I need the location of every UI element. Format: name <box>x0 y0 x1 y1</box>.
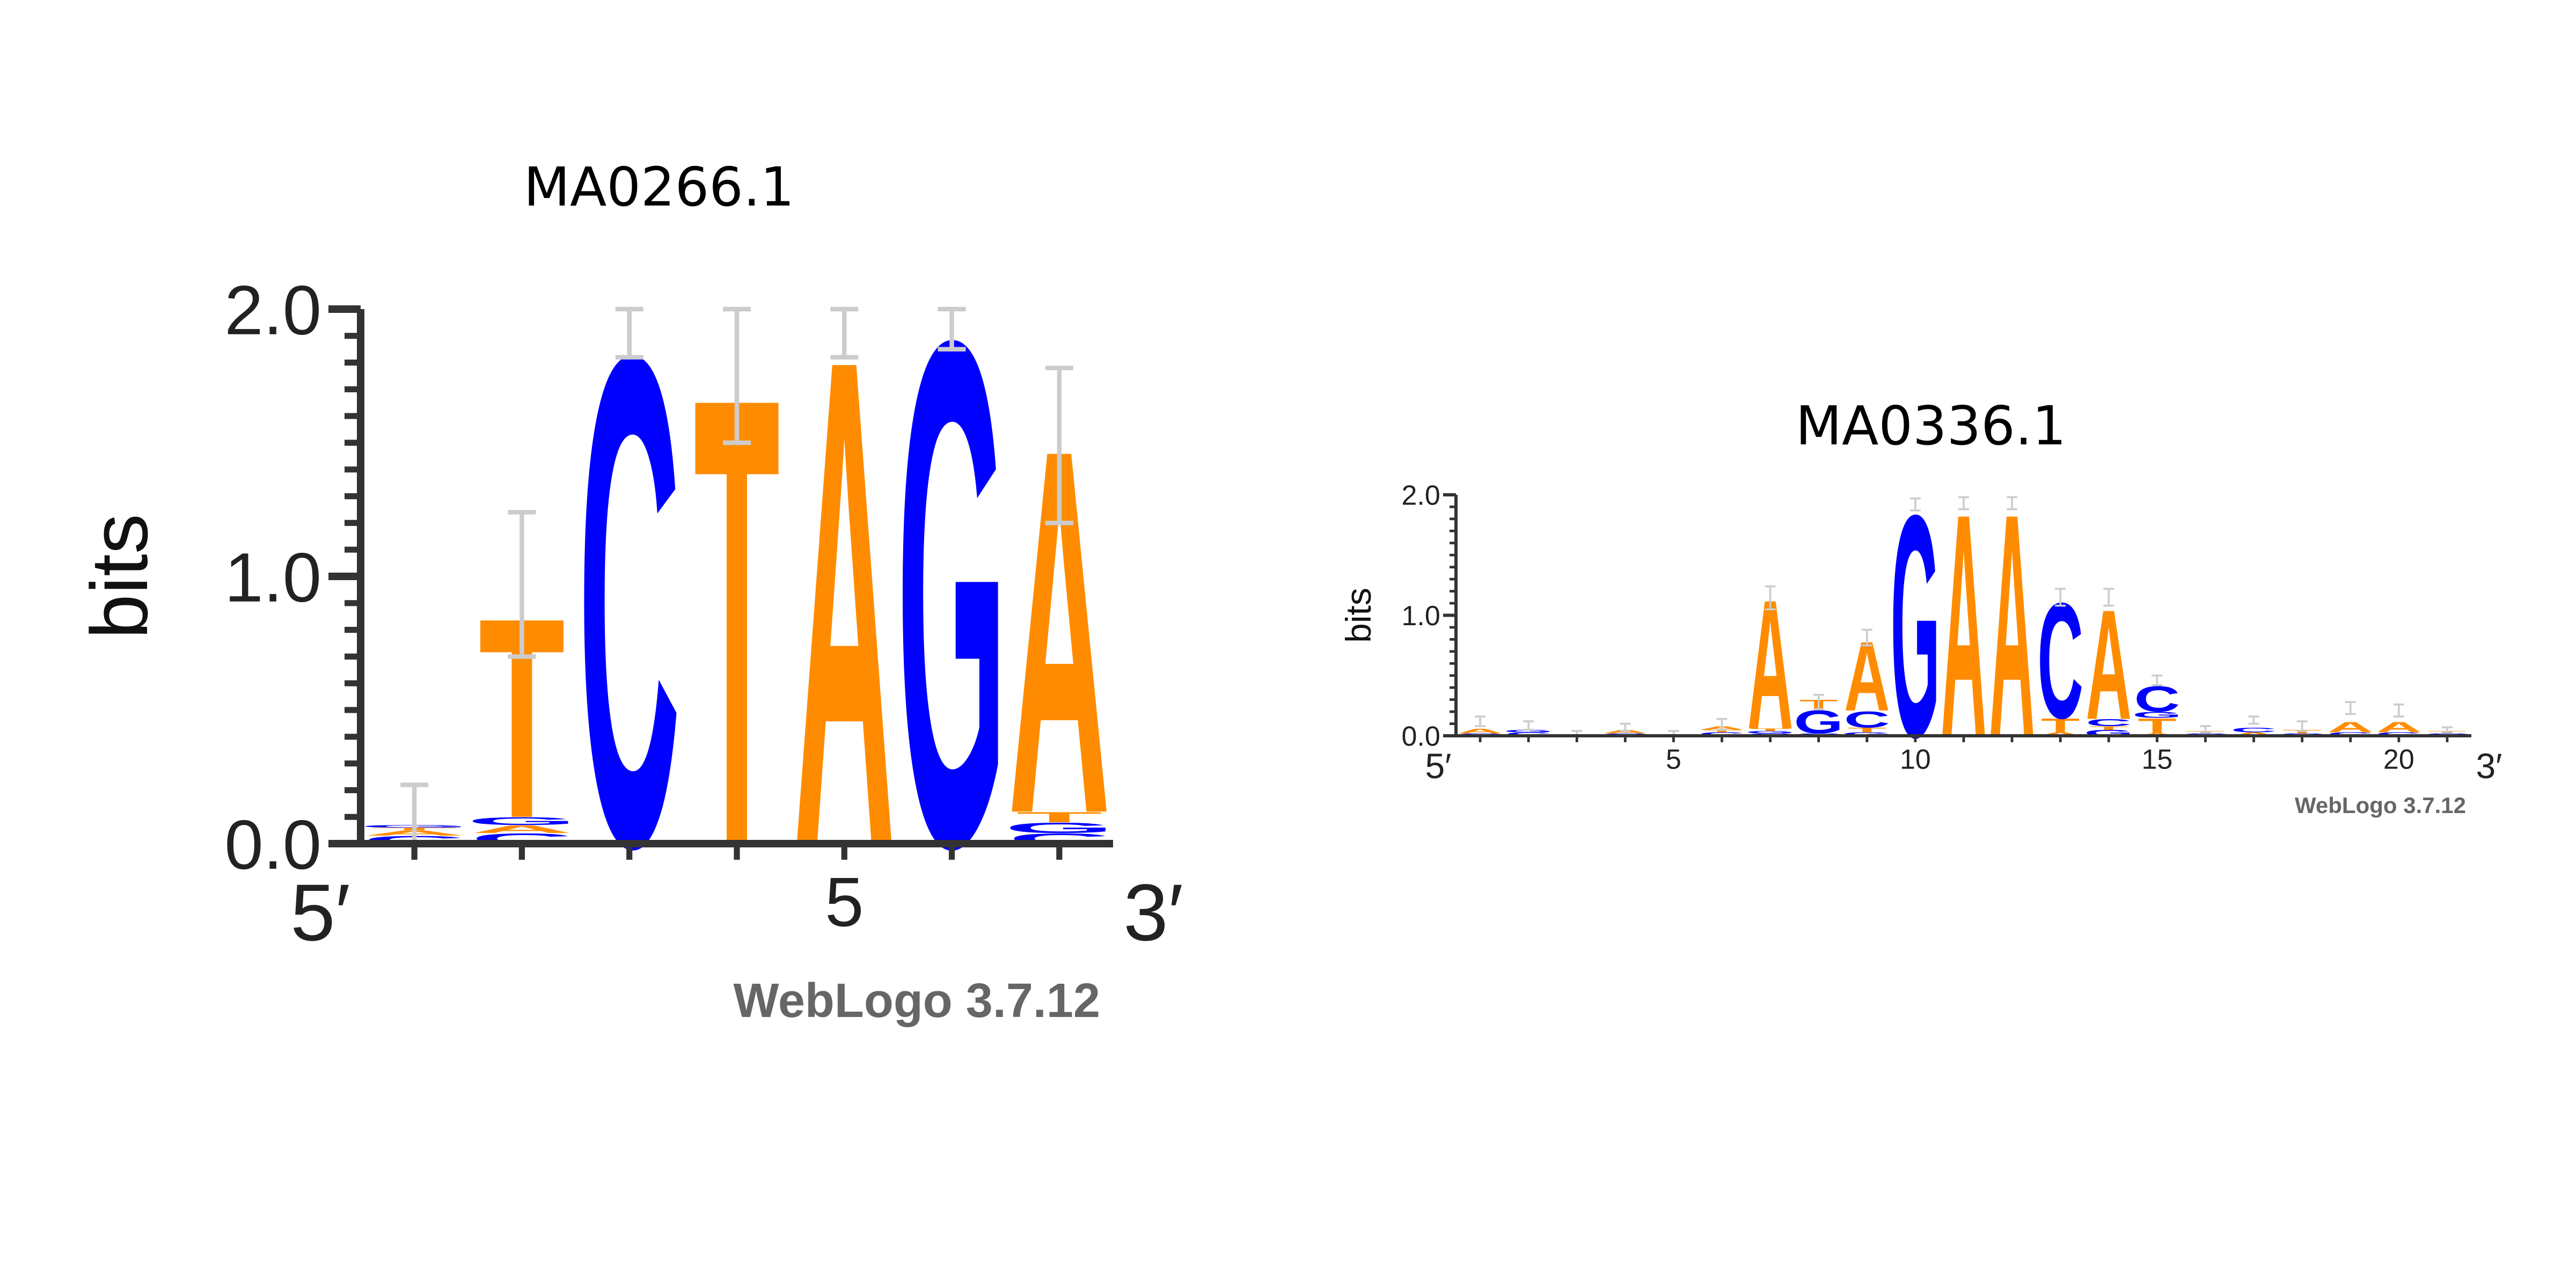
error-bar <box>723 306 751 445</box>
logo-letter-T: T <box>2089 725 2128 730</box>
logo-letter-G: G <box>1004 819 1114 836</box>
x-end-label-3prime: 3′ <box>2476 746 2502 786</box>
error-bar <box>2248 715 2259 725</box>
logo-letter-C: C <box>2328 731 2374 737</box>
logo-letter-C: C <box>2231 726 2277 734</box>
error-bar <box>2296 720 2308 732</box>
logo-letter-A: A <box>2328 719 2374 735</box>
weblogo-credit: WebLogo 3.7.12 <box>2295 793 2466 818</box>
logo-letter-A: A <box>471 823 573 836</box>
error-bar <box>1909 497 1921 511</box>
y-tick-label: 0.0 <box>224 806 321 884</box>
error-bar <box>1045 365 1073 525</box>
logo-letter-A: A <box>2086 577 2132 752</box>
logo-letter-A: A <box>2376 719 2422 735</box>
error-bar <box>1765 585 1776 611</box>
logo-letter-G: G <box>1504 729 1553 733</box>
y-tick-label: 0.0 <box>1402 721 1440 752</box>
weblogo-credit: WebLogo 3.7.12 <box>734 974 1100 1028</box>
error-bar <box>1475 715 1486 727</box>
error-bar <box>2200 725 2211 734</box>
x-end-label-5prime: 5′ <box>1425 746 1451 786</box>
error-bar <box>2345 701 2356 715</box>
logo-letter-T: T <box>1848 726 1886 734</box>
error-bar <box>2151 674 2163 686</box>
logo-letter-T: T <box>1016 809 1102 825</box>
y-tick-label: 1.0 <box>224 538 321 617</box>
y-axis-label: bits <box>1338 588 1378 643</box>
logo-letter-C: C <box>2086 717 2132 728</box>
logo-letter-A: A <box>2037 731 2083 737</box>
logo-letter-C: C <box>2376 731 2421 737</box>
error-bar <box>2103 588 2114 607</box>
error-bar <box>1716 718 1728 731</box>
x-tick-label: 5 <box>825 863 863 941</box>
error-bar <box>938 306 966 352</box>
logo-letter-G: G <box>1842 731 1892 737</box>
error-bar <box>1958 496 1969 510</box>
logo-letter-G: G <box>467 815 577 828</box>
logo-letter-C: C <box>1505 731 1551 737</box>
error-bar <box>1813 693 1824 711</box>
logo-letter-A: A <box>1457 727 1503 735</box>
x-tick-label: 20 <box>2383 744 2414 775</box>
error-bar <box>508 510 536 659</box>
x-tick-label: 5 <box>1666 744 1681 775</box>
y-tick-label: 2.0 <box>1402 480 1440 511</box>
logo-letter-T: T <box>2138 714 2176 738</box>
logo-2-title: MA0336.1 <box>1795 394 2067 457</box>
logo-letter-C: C <box>1844 706 1890 732</box>
logo-letter-T: T <box>2041 714 2080 736</box>
x-end-label-5prime: 5′ <box>290 867 350 957</box>
x-tick-label: 10 <box>1900 744 1931 775</box>
error-bar <box>2393 703 2404 718</box>
y-tick-label: 1.0 <box>1402 601 1440 632</box>
error-bar <box>615 306 643 360</box>
error-bar <box>1620 722 1631 732</box>
error-bar <box>2007 496 2018 510</box>
y-axis-label: bits <box>74 514 164 639</box>
error-bar <box>830 306 859 360</box>
error-bar <box>2055 588 2066 607</box>
logo-letter-G: G <box>1746 730 1795 734</box>
x-end-label-3prime: 3′ <box>1123 867 1183 957</box>
error-bar <box>1861 628 1872 647</box>
logo-1-title: MA0266.1 <box>523 156 795 218</box>
error-bar <box>1523 720 1534 731</box>
error-bar <box>2441 726 2453 734</box>
y-tick-label: 2.0 <box>224 271 321 349</box>
logo-letter-C: C <box>1699 731 1745 737</box>
logo-letter-T: T <box>1702 729 1741 733</box>
logo-letter-G: G <box>2132 710 2182 719</box>
x-tick-label: 15 <box>2141 744 2172 775</box>
logo-letter-A: A <box>2231 731 2277 737</box>
logo-letter-T: T <box>1751 728 1789 731</box>
